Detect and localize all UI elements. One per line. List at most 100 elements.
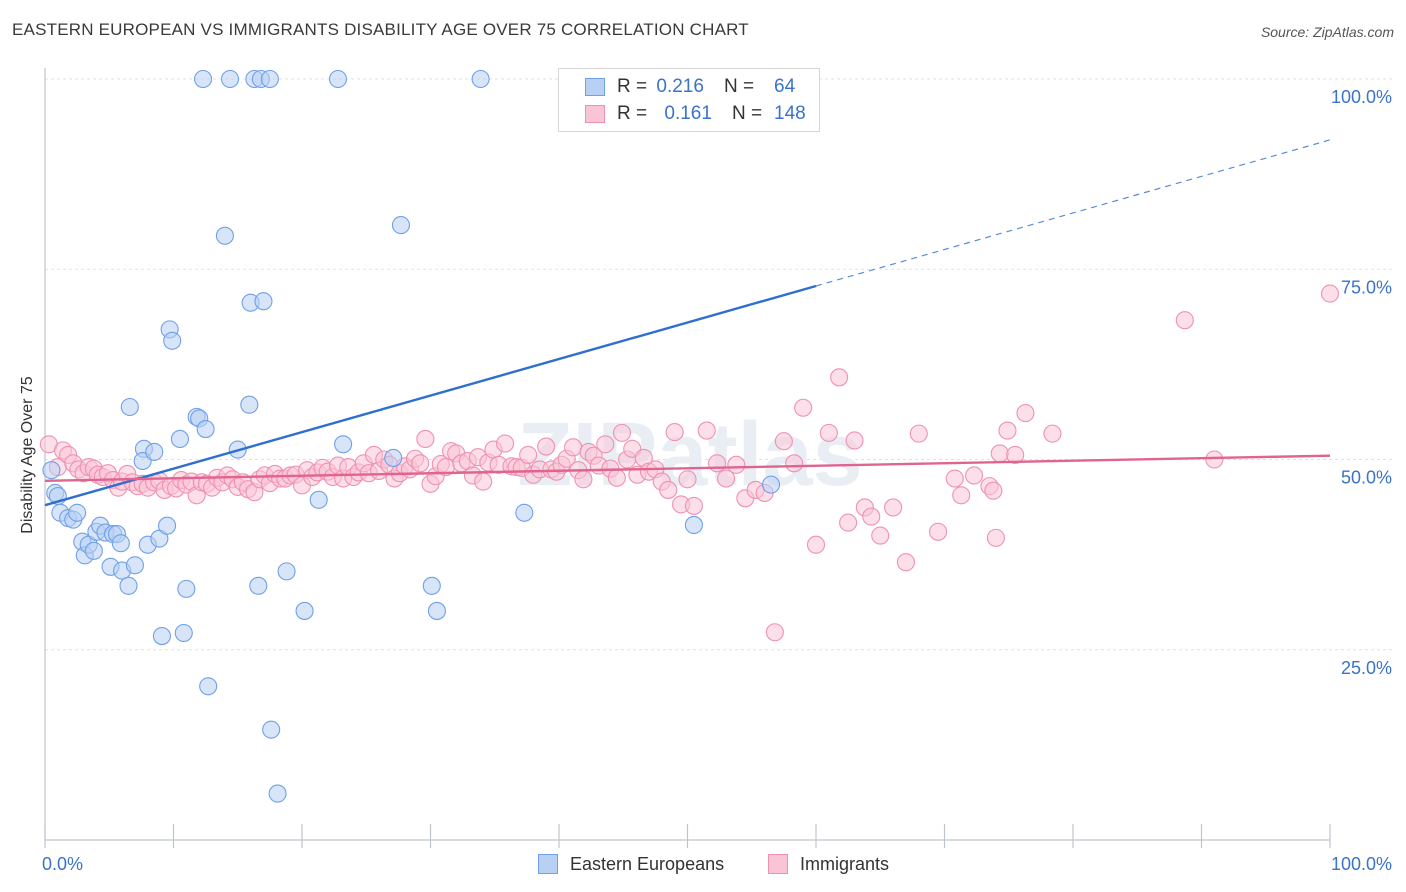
trend-line-eastern-europeans [44, 284, 817, 507]
data-point-immigrants [1006, 445, 1025, 464]
data-point-eastern-europeans [427, 601, 446, 620]
data-point-immigrants [697, 421, 716, 440]
data-point-immigrants [411, 454, 430, 473]
data-point-immigrants [474, 472, 493, 491]
data-point-immigrants [727, 455, 746, 474]
data-point-eastern-europeans [254, 292, 273, 311]
data-point-eastern-europeans [422, 576, 441, 595]
data-point-immigrants [884, 498, 903, 517]
data-point-eastern-europeans [199, 677, 218, 696]
data-point-immigrants [574, 470, 593, 489]
data-point-immigrants [596, 435, 615, 454]
data-point-eastern-europeans [42, 461, 61, 480]
bottom-legend-eastern-europeans: Eastern Europeans [538, 852, 724, 876]
data-point-immigrants [845, 431, 864, 450]
data-point-immigrants [986, 528, 1005, 547]
data-point-eastern-europeans [515, 503, 534, 522]
data-point-immigrants [716, 469, 736, 488]
bottom-legend-swatch-immigrants [768, 854, 788, 874]
data-point-immigrants [862, 507, 881, 526]
data-point-immigrants [984, 481, 1003, 500]
bottom-legend-label-immigrants: Immigrants [800, 853, 890, 874]
legend-n-value-eastern-europeans: 64 [774, 76, 796, 97]
data-point-eastern-europeans [170, 429, 189, 449]
x-tick-label-min: 0.0% [42, 854, 83, 874]
y-tick-label: 25.0% [1341, 658, 1392, 678]
data-point-immigrants [785, 454, 804, 473]
trend-line-extension-eastern-europeans [815, 139, 1331, 287]
data-point-eastern-europeans [111, 534, 130, 553]
source-credit: Source: ZipAtlas.com [1260, 24, 1394, 40]
data-point-immigrants [1043, 424, 1062, 443]
data-point-immigrants [1205, 450, 1224, 469]
data-point-immigrants [416, 429, 435, 449]
data-point-immigrants [1175, 311, 1194, 330]
legend-r-label: R = [617, 76, 648, 97]
data-point-eastern-europeans [119, 576, 138, 595]
legend-r-label: R = [617, 103, 648, 124]
data-point-eastern-europeans [84, 541, 103, 560]
data-point-eastern-europeans [277, 562, 296, 581]
data-point-immigrants [537, 437, 556, 456]
data-point-eastern-europeans [309, 490, 328, 509]
data-point-immigrants [665, 423, 684, 442]
data-point-immigrants [965, 466, 984, 485]
legend-n-label: N = [723, 76, 755, 97]
data-point-immigrants [519, 445, 538, 464]
data-point-immigrants [896, 553, 916, 572]
data-point-eastern-europeans [196, 420, 215, 439]
data-point-immigrants [678, 470, 697, 489]
legend-r-value-eastern-europeans: 0.216 [656, 76, 704, 97]
legend-swatch-immigrants [585, 105, 605, 123]
data-point-immigrants [765, 623, 784, 642]
data-point-eastern-europeans [158, 516, 177, 535]
data-point-immigrants [708, 454, 727, 473]
data-point-immigrants [659, 480, 678, 499]
data-point-immigrants [871, 526, 890, 545]
data-point-eastern-europeans [384, 448, 403, 468]
data-point-eastern-europeans [262, 720, 281, 739]
legend-r-value-immigrants: 0.161 [664, 103, 712, 124]
data-point-eastern-europeans [328, 69, 348, 89]
legend-swatch-eastern-europeans [585, 78, 605, 96]
data-point-immigrants [564, 438, 583, 457]
data-point-immigrants [909, 424, 928, 443]
data-point-eastern-europeans [471, 69, 490, 89]
data-point-eastern-europeans [174, 623, 193, 643]
chart-title: EASTERN EUROPEAN VS IMMIGRANTS DISABILIT… [12, 20, 749, 39]
legend-row-eastern-europeans: R = 0.216 N = 64 [585, 75, 795, 99]
data-point-eastern-europeans [177, 579, 196, 598]
data-point-immigrants [1016, 404, 1035, 423]
data-point-eastern-europeans [194, 69, 213, 89]
data-point-eastern-europeans [120, 397, 139, 417]
data-point-immigrants [998, 421, 1017, 440]
data-point-eastern-europeans [220, 69, 240, 89]
data-point-immigrants [929, 522, 948, 541]
data-point-immigrants [495, 434, 515, 453]
data-point-immigrants [1320, 284, 1340, 303]
data-point-immigrants [819, 423, 838, 442]
data-point-eastern-europeans [215, 226, 234, 245]
bottom-legend-immigrants: Immigrants [768, 852, 889, 876]
data-point-immigrants [684, 496, 703, 515]
data-point-eastern-europeans [68, 503, 87, 522]
data-point-eastern-europeans [268, 784, 287, 803]
data-point-immigrants [774, 432, 793, 451]
data-point-immigrants [839, 513, 858, 532]
data-point-eastern-europeans [240, 395, 259, 414]
data-point-immigrants [830, 368, 849, 387]
data-point-immigrants [794, 398, 813, 417]
data-point-eastern-europeans [761, 475, 781, 494]
data-point-immigrants [612, 423, 632, 442]
legend-n-value-immigrants: 148 [774, 103, 806, 124]
data-point-eastern-europeans [391, 216, 410, 235]
correlation-legend: R = 0.216 N = 64 R = 0.161 N = 148 [558, 68, 820, 132]
data-point-immigrants [945, 469, 964, 488]
y-tick-label: 50.0% [1341, 468, 1392, 488]
data-point-immigrants [990, 444, 1009, 463]
data-point-immigrants [952, 486, 971, 505]
data-point-eastern-europeans [334, 435, 353, 454]
data-point-eastern-europeans [152, 627, 171, 646]
trend-line-immigrants [44, 454, 1331, 483]
